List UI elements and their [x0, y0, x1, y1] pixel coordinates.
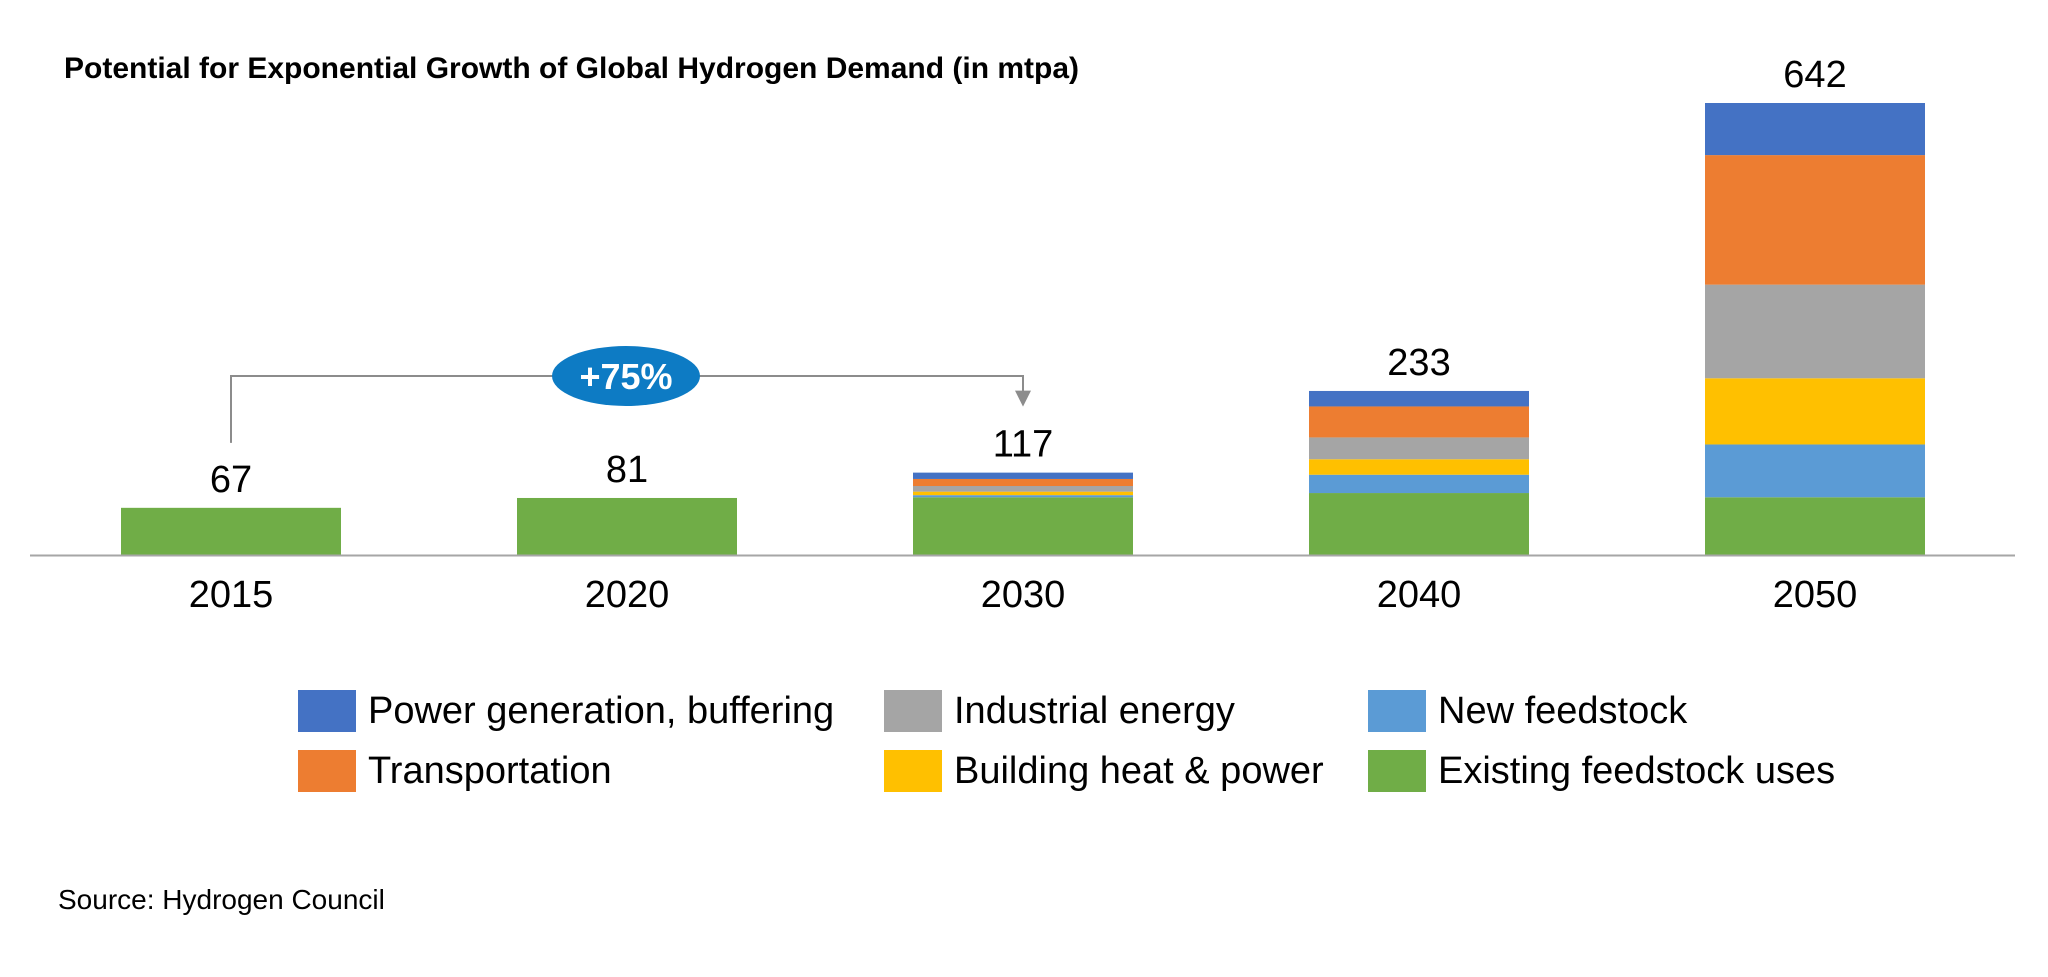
growth-badge	[552, 346, 700, 406]
source-note: Source: Hydrogen Council	[58, 884, 385, 915]
bar-segment-2040-transportation	[1309, 406, 1529, 438]
bar-segment-2030-building-heat-power	[913, 491, 1133, 496]
bar-segment-2040-new-feedstock	[1309, 474, 1529, 494]
x-tick-label-2050: 2050	[1773, 574, 1858, 616]
growth-arrowhead	[1015, 390, 1031, 407]
bar-segment-2030-power-generation-buffering	[913, 472, 1133, 479]
x-tick-label-2040: 2040	[1377, 574, 1462, 616]
legend-item-building-heat-power: Building heat & power	[884, 750, 1368, 792]
legend-swatch-building-heat-power	[884, 750, 942, 792]
bar-segment-2050-existing-feedstock-uses	[1705, 497, 1925, 555]
bar-segment-2040-industrial-energy	[1309, 437, 1529, 460]
legend-label-power-generation-buffering: Power generation, buffering	[368, 689, 835, 732]
legend-item-existing-feedstock-uses: Existing feedstock uses	[1368, 750, 1835, 792]
legend-swatch-transportation	[298, 750, 356, 792]
legend-item-power-generation-buffering: Power generation, buffering	[298, 690, 884, 732]
x-tick-label-2030: 2030	[981, 574, 1066, 616]
bar-segment-2030-new-feedstock	[913, 495, 1133, 498]
bar-segment-2030-transportation	[913, 478, 1133, 487]
legend-item-new-feedstock: New feedstock	[1368, 690, 1828, 732]
bar-segment-2050-new-feedstock	[1705, 444, 1925, 498]
bar-segment-2050-industrial-energy	[1705, 284, 1925, 379]
chart-legend: Power generation, buffering Industrial en…	[298, 690, 1835, 792]
growth-badge-label: +75%	[579, 356, 672, 397]
bar-segment-2030-industrial-energy	[913, 486, 1133, 492]
bar-segment-2050-building-heat-power	[1705, 378, 1925, 445]
x-tick-label-2015: 2015	[189, 574, 274, 616]
bar-segment-2015-existing-feedstock-uses	[121, 507, 341, 555]
legend-swatch-existing-feedstock-uses	[1368, 750, 1426, 792]
legend-label-existing-feedstock-uses: Existing feedstock uses	[1438, 749, 1836, 792]
total-label-2015: 67	[210, 459, 252, 501]
x-tick-label-2020: 2020	[585, 574, 670, 616]
legend-label-new-feedstock: New feedstock	[1438, 689, 1688, 732]
stacked-bar-chart: 67 2015 81 2020 117 2030 233 2040 642 2050 +75%	[30, 54, 2015, 616]
total-label-2020: 81	[606, 449, 648, 491]
bar-segment-2050-transportation	[1705, 155, 1925, 285]
chart-title: Potential for Exponential Growth of Glob…	[64, 52, 1080, 85]
legend-label-transportation: Transportation	[368, 749, 612, 792]
total-label-2050: 642	[1783, 54, 1846, 96]
legend-item-transportation: Transportation	[298, 750, 884, 792]
bar-segment-2020-existing-feedstock-uses	[517, 497, 737, 555]
legend-swatch-new-feedstock	[1368, 690, 1426, 732]
legend-swatch-industrial-energy	[884, 690, 942, 732]
total-label-2040: 233	[1387, 342, 1450, 384]
bar-segment-2040-power-generation-buffering	[1309, 390, 1529, 407]
total-label-2030: 117	[993, 424, 1054, 466]
legend-label-industrial-energy: Industrial energy	[954, 689, 1235, 732]
legend-item-industrial-energy: Industrial energy	[884, 690, 1368, 732]
bar-segment-2030-existing-feedstock-uses	[913, 497, 1133, 555]
bar-segment-2040-building-heat-power	[1309, 459, 1529, 475]
bar-segment-2050-power-generation-buffering	[1705, 103, 1925, 156]
legend-swatch-power-generation-buffering	[298, 690, 356, 732]
legend-label-building-heat-power: Building heat & power	[954, 749, 1324, 792]
bar-segment-2040-existing-feedstock-uses	[1309, 493, 1529, 555]
